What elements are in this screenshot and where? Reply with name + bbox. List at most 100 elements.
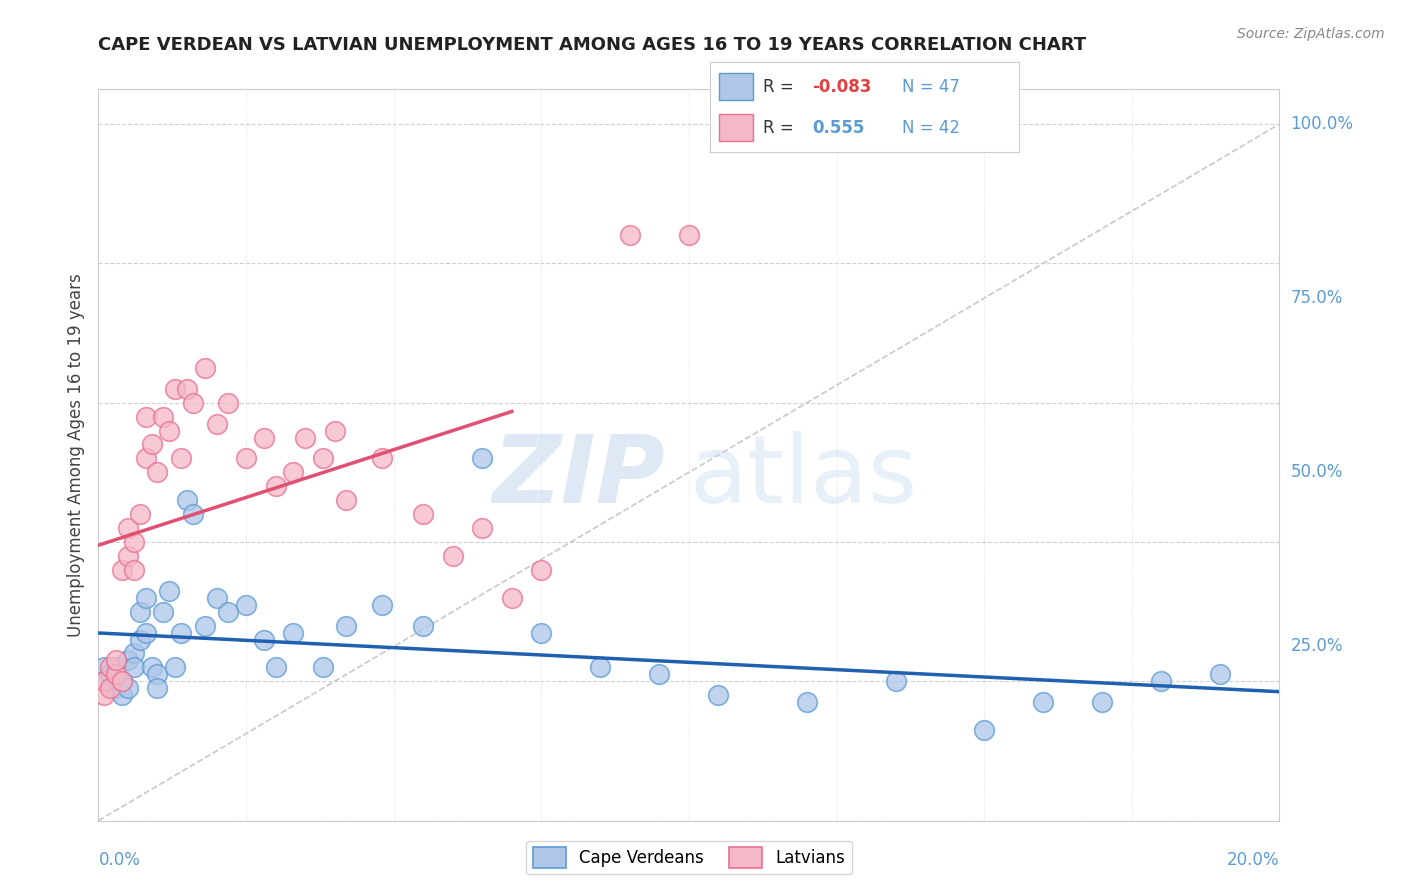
Point [135,451,157,466]
Point [117,521,139,535]
Text: 0.0%: 0.0% [98,851,141,869]
Point [176,382,198,396]
Point [93,674,115,689]
Point [283,625,305,640]
Point [335,493,357,508]
Point [135,591,157,605]
Point [235,451,257,466]
Point [648,667,671,681]
Text: CAPE VERDEAN VS LATVIAN UNEMPLOYMENT AMONG AGES 16 TO 19 YEARS CORRELATION CHART: CAPE VERDEAN VS LATVIAN UNEMPLOYMENT AMO… [98,36,1087,54]
Point [589,660,612,674]
Text: 100.0%: 100.0% [1291,115,1354,133]
Point [371,451,394,466]
Point [884,674,907,689]
Point [105,653,128,667]
Point [1150,674,1173,689]
Point [122,647,145,661]
Text: 75.0%: 75.0% [1291,289,1343,307]
Point [135,625,157,640]
Point [323,424,346,438]
Point [294,430,316,444]
Point [205,417,228,431]
Text: 0.555: 0.555 [813,119,865,136]
Point [1209,667,1232,681]
Point [98,681,121,696]
Point [93,674,115,689]
Point [530,563,553,577]
Point [217,605,239,619]
Point [253,430,276,444]
Point [253,632,276,647]
Point [128,632,150,647]
Point [973,723,995,737]
Point [176,493,198,508]
Point [194,360,217,375]
Point [157,583,180,598]
Point [181,507,204,521]
Point [152,605,174,619]
Point [205,591,228,605]
Point [441,549,464,563]
Point [165,382,187,396]
Point [105,667,128,681]
Bar [720,73,754,100]
Point [412,618,434,632]
Text: -0.083: -0.083 [813,78,872,95]
Point [194,618,217,632]
Point [111,674,134,689]
Point [1091,695,1114,709]
Point [707,688,730,702]
Point [122,563,145,577]
Point [471,521,494,535]
Point [117,653,139,667]
Point [117,549,139,563]
Point [1032,695,1054,709]
Point [111,674,134,689]
Text: Source: ZipAtlas.com: Source: ZipAtlas.com [1237,27,1385,41]
Point [93,660,115,674]
Point [264,479,287,493]
Point [170,625,193,640]
Point [128,605,150,619]
Point [146,667,169,681]
Point [141,437,163,451]
Point [335,618,357,632]
Point [122,660,145,674]
Point [165,660,187,674]
Point [312,451,335,466]
Point [98,660,121,674]
Point [283,466,305,480]
Point [264,660,287,674]
Y-axis label: Unemployment Among Ages 16 to 19 years: Unemployment Among Ages 16 to 19 years [66,273,84,637]
Point [98,667,121,681]
Point [471,451,494,466]
Point [157,424,180,438]
Point [501,591,523,605]
Point [619,228,641,243]
Point [530,625,553,640]
Point [128,507,150,521]
Text: 50.0%: 50.0% [1291,463,1343,482]
Text: atlas: atlas [689,431,917,523]
Point [235,598,257,612]
Point [152,409,174,424]
Text: R =: R = [762,119,793,136]
Point [796,695,818,709]
Text: N = 47: N = 47 [901,78,960,95]
Point [146,466,169,480]
Point [412,507,434,521]
Point [135,409,157,424]
Text: R =: R = [762,78,793,95]
Point [371,598,394,612]
Point [146,681,169,696]
Point [111,688,134,702]
Point [181,395,204,409]
Point [678,228,700,243]
Bar [720,114,754,141]
Text: 20.0%: 20.0% [1227,851,1279,869]
Point [122,535,145,549]
Point [141,660,163,674]
Text: 25.0%: 25.0% [1291,638,1343,656]
Point [93,688,115,702]
Point [170,451,193,466]
